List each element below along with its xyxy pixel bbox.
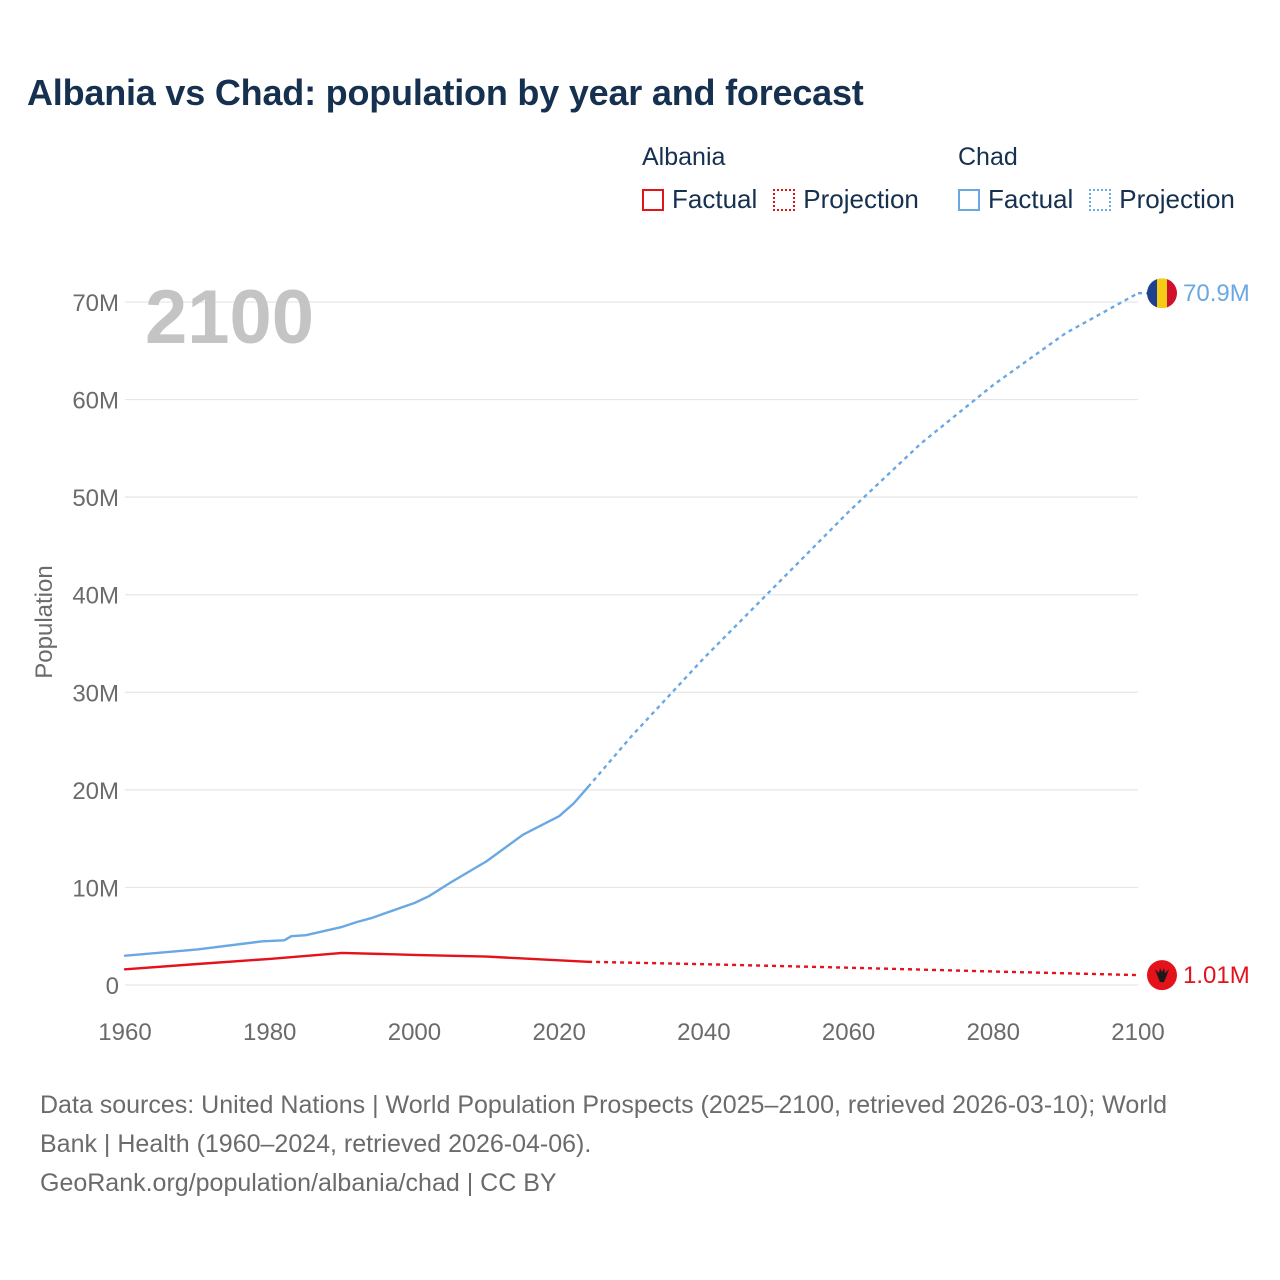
y-axis-label: Population bbox=[31, 565, 58, 678]
x-tick-label: 2080 bbox=[967, 1019, 1020, 1046]
y-tick-label: 10M bbox=[72, 875, 119, 902]
legend-swatch-solid bbox=[642, 188, 664, 211]
albania-end-label: 1.01M bbox=[1183, 962, 1250, 989]
legend-albania-projection[interactable]: Projection bbox=[773, 184, 919, 215]
legend-chad-title: Chad bbox=[958, 143, 1018, 171]
legend-label: Factual bbox=[672, 184, 758, 214]
legend-albania: Albania Factual Projection bbox=[642, 143, 935, 215]
footer: Data sources: United Nations | World Pop… bbox=[40, 1086, 1250, 1203]
series-line-chad-projection bbox=[587, 292, 1139, 788]
legend-swatch-dotted bbox=[773, 188, 796, 211]
y-tick-label: 70M bbox=[72, 290, 119, 317]
legend-chad-projection[interactable]: Projection bbox=[1089, 184, 1235, 215]
legend-swatch-dotted bbox=[1089, 188, 1112, 211]
y-tick-label: 40M bbox=[72, 583, 119, 610]
series-line-albania-projection bbox=[588, 960, 1139, 977]
legend-chad: Chad Factual Projection bbox=[958, 143, 1251, 215]
chad-flag-icon bbox=[1147, 278, 1177, 309]
albania-flag-icon bbox=[1147, 960, 1177, 991]
x-tick-label: 2040 bbox=[677, 1019, 730, 1046]
y-tick-label: 30M bbox=[72, 680, 119, 707]
legend-albania-title: Albania bbox=[642, 143, 726, 171]
x-tick-label: 1960 bbox=[98, 1019, 151, 1046]
chad-flag-stripe-yellow bbox=[1157, 278, 1167, 309]
footer-sources-line-1: Data sources: United Nations | World Pop… bbox=[40, 1091, 1168, 1119]
legend-albania-factual[interactable]: Factual bbox=[642, 184, 757, 215]
y-tick-label: 20M bbox=[72, 778, 119, 805]
legend-label: Factual bbox=[988, 184, 1074, 214]
chad-flag-stripe-blue bbox=[1147, 278, 1157, 309]
legend-label: Projection bbox=[803, 184, 919, 214]
x-tick-label: 2000 bbox=[388, 1019, 441, 1046]
x-tick-label: 2100 bbox=[1111, 1019, 1164, 1046]
chad-flag-stripe-red bbox=[1167, 278, 1177, 309]
chad-end-label: 70.9M bbox=[1183, 280, 1250, 307]
chart-title: Albania vs Chad: population by year and … bbox=[27, 72, 864, 113]
albania-eagle-icon bbox=[1155, 968, 1169, 983]
footer-attribution[interactable]: GeoRank.org/population/albania/chad | CC… bbox=[40, 1169, 557, 1197]
x-tick-label: 1980 bbox=[243, 1019, 296, 1046]
legend-label: Projection bbox=[1119, 184, 1235, 214]
x-tick-label: 2060 bbox=[822, 1019, 875, 1046]
legend-swatch-solid bbox=[958, 188, 980, 211]
series-line-chad-factual bbox=[123, 785, 590, 957]
series-line-albania-factual bbox=[123, 951, 590, 971]
legend-chad-factual[interactable]: Factual bbox=[958, 184, 1073, 215]
footer-sources-line-2: Bank | Health (1960–2024, retrieved 2026… bbox=[40, 1130, 592, 1158]
year-overlay: 2100 bbox=[145, 275, 314, 360]
y-tick-label: 0 bbox=[106, 973, 119, 1000]
y-tick-label: 60M bbox=[72, 388, 119, 415]
y-tick-label: 50M bbox=[72, 485, 119, 512]
x-tick-label: 2020 bbox=[532, 1019, 585, 1046]
